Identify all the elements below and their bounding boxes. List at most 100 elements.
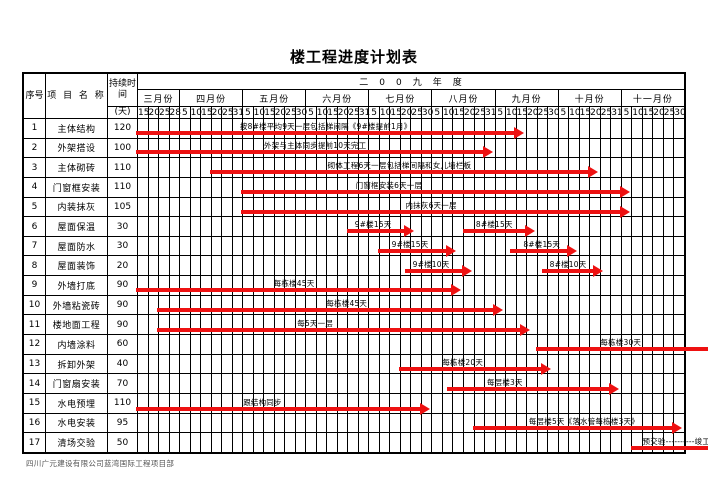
grid-cell	[589, 392, 601, 414]
grid-cell	[252, 373, 265, 394]
grid-cell	[620, 412, 633, 434]
grid-cell	[294, 353, 307, 375]
grid-cell	[631, 314, 643, 336]
row-seq: 8	[23, 255, 46, 277]
grid-cell	[273, 196, 286, 218]
table-row: 10 外墙粘瓷砖 90	[23, 294, 685, 316]
day-tick-3-5: 5	[242, 106, 254, 119]
grid-cell	[505, 392, 517, 414]
grid-cell	[389, 157, 401, 178]
table-row: 16 水电安装 95	[23, 412, 685, 434]
grid-cell	[431, 392, 443, 414]
day-tick-6-10: 10	[441, 106, 455, 119]
grid-cell	[620, 157, 633, 178]
grid-cell	[252, 118, 265, 139]
grid-cell	[473, 353, 485, 375]
grid-cell	[568, 392, 580, 414]
grid-cell	[347, 176, 359, 198]
grid-cell	[589, 118, 601, 139]
grid-cell	[168, 157, 181, 178]
grid-cell	[547, 255, 559, 277]
row-seq: 5	[23, 196, 46, 218]
grid-cell	[652, 255, 664, 277]
grid-cell	[189, 255, 202, 277]
grid-cell	[284, 432, 296, 453]
grid-cell	[473, 255, 485, 277]
grid-cell	[221, 176, 233, 198]
day-tick-5-20: 20	[399, 106, 413, 119]
grid-cell	[357, 294, 370, 316]
grid-cell	[410, 373, 422, 394]
grid-cell	[620, 373, 633, 394]
grid-cell	[399, 353, 412, 375]
grid-cell	[410, 216, 422, 237]
grid-cell	[326, 196, 338, 218]
grid-cell	[221, 118, 233, 139]
day-tick-8-20: 20	[589, 106, 602, 119]
day-tick-8-15: 15	[578, 106, 592, 119]
grid-cell	[389, 314, 401, 336]
grid-cell	[210, 314, 223, 336]
grid-cell	[252, 216, 265, 237]
grid-cell	[452, 432, 464, 453]
row-seq: 11	[23, 314, 46, 336]
grid-cell	[641, 118, 654, 139]
grid-cell	[662, 216, 675, 237]
grid-cell	[221, 412, 233, 434]
grid-cell	[673, 137, 685, 159]
grid-cell	[431, 353, 443, 375]
grid-cell	[284, 392, 296, 414]
grid-cell	[336, 235, 349, 257]
grid-cell	[536, 294, 549, 316]
grid-cell	[137, 314, 149, 336]
grid-cell	[336, 118, 349, 139]
grid-cell	[610, 373, 622, 394]
footer-text: 四川广元建设有限公司蓝湾国际工程项目部	[26, 459, 175, 468]
grid-cell	[662, 353, 675, 375]
grid-cell	[641, 392, 654, 414]
grid-cell	[221, 137, 233, 159]
grid-cell	[221, 275, 233, 296]
grid-cell	[399, 176, 412, 198]
grid-cell	[652, 216, 664, 237]
grid-cell	[357, 334, 370, 355]
grid-cell	[263, 157, 275, 178]
grid-cell	[305, 176, 317, 198]
grid-cell	[484, 196, 496, 218]
grid-cell	[399, 137, 412, 159]
grid-cell	[420, 373, 433, 394]
table-row: 8 屋面装饰 20	[23, 255, 685, 277]
grid-cell	[505, 118, 517, 139]
row-seq: 1	[23, 118, 46, 139]
grid-cell	[536, 334, 549, 355]
day-tick-4-5: 5	[305, 106, 317, 119]
grid-cell	[473, 314, 485, 336]
grid-cell	[463, 157, 475, 178]
grid-cell	[610, 334, 622, 355]
grid-cell	[357, 314, 370, 336]
grid-cell	[547, 196, 559, 218]
grid-cell	[568, 216, 580, 237]
grid-cell	[610, 432, 622, 453]
grid-cell	[179, 176, 191, 198]
row-task-name: 主体结构	[45, 118, 108, 139]
grid-cell	[347, 255, 359, 277]
grid-cell	[368, 373, 380, 394]
grid-cell	[137, 294, 149, 316]
grid-cell	[631, 294, 643, 316]
grid-cell	[200, 353, 212, 375]
grid-cell	[484, 137, 496, 159]
row-task-name: 水电预埋	[45, 392, 108, 414]
grid-cell	[610, 353, 622, 375]
grid-cell	[526, 137, 538, 159]
grid-cell	[368, 196, 380, 218]
grid-cell	[315, 137, 328, 159]
grid-cell	[547, 432, 559, 453]
grid-cell	[410, 196, 422, 218]
grid-cell	[294, 334, 307, 355]
grid-cell	[463, 373, 475, 394]
grid-cell	[484, 334, 496, 355]
grid-cell	[252, 412, 265, 434]
grid-cell	[378, 235, 391, 257]
grid-cell	[494, 314, 507, 336]
